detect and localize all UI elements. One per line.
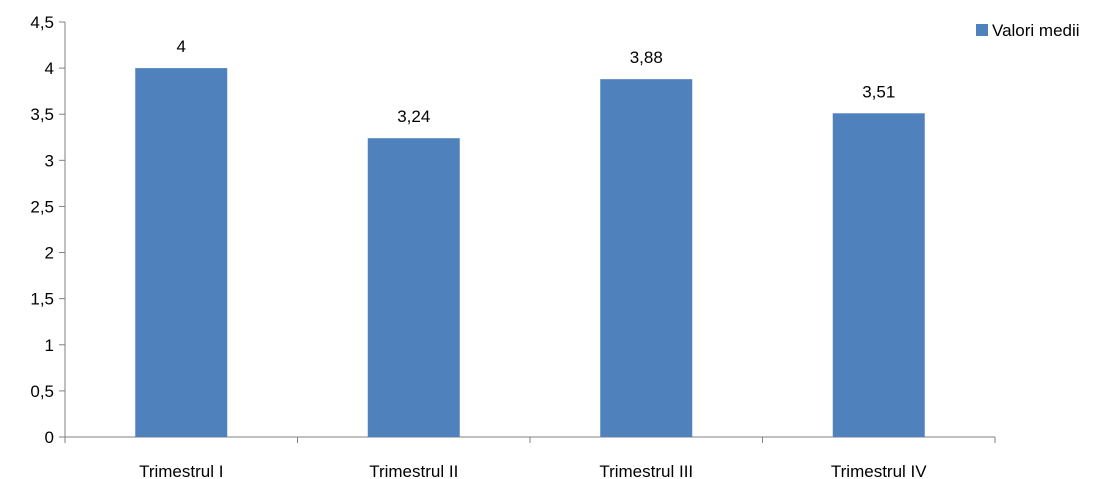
data-label: 3,51 xyxy=(862,82,895,101)
data-labels: 4 3,24 3,88 3,51 xyxy=(177,37,896,126)
legend-swatch xyxy=(976,24,988,36)
legend-label: Valori medii xyxy=(992,21,1080,40)
bar xyxy=(135,68,228,437)
y-tick-label: 0 xyxy=(45,428,54,447)
data-label: 3,88 xyxy=(630,48,663,67)
bar-series xyxy=(135,68,925,438)
bar xyxy=(367,138,460,437)
y-tick-label: 3 xyxy=(45,151,54,170)
y-tick-label: 4,5 xyxy=(30,13,54,32)
y-tick-label: 3,5 xyxy=(30,105,54,124)
y-tick-label: 2 xyxy=(45,244,54,263)
y-axis: 0 0,5 1 1,5 2 2,5 3 3,5 4 4,5 xyxy=(30,13,66,447)
data-label: 3,24 xyxy=(397,107,430,126)
legend: Valori medii xyxy=(976,21,1080,40)
x-tick-label: Trimestrul II xyxy=(369,462,458,479)
y-tick-label: 1 xyxy=(45,336,54,355)
data-label: 4 xyxy=(177,37,186,56)
y-tick-label: 1,5 xyxy=(30,290,54,309)
bar xyxy=(832,113,925,438)
x-tick-label: Trimestrul IV xyxy=(831,462,927,479)
y-tick-label: 4 xyxy=(45,59,54,78)
x-tick-label: Trimestrul III xyxy=(599,462,693,479)
y-tick-label: 2,5 xyxy=(30,197,54,216)
y-tick-label: 0,5 xyxy=(30,382,54,401)
x-tick-label: Trimestrul I xyxy=(139,462,223,479)
x-axis: Trimestrul I Trimestrul II Trimestrul III T… xyxy=(64,436,996,479)
bar xyxy=(600,79,693,437)
